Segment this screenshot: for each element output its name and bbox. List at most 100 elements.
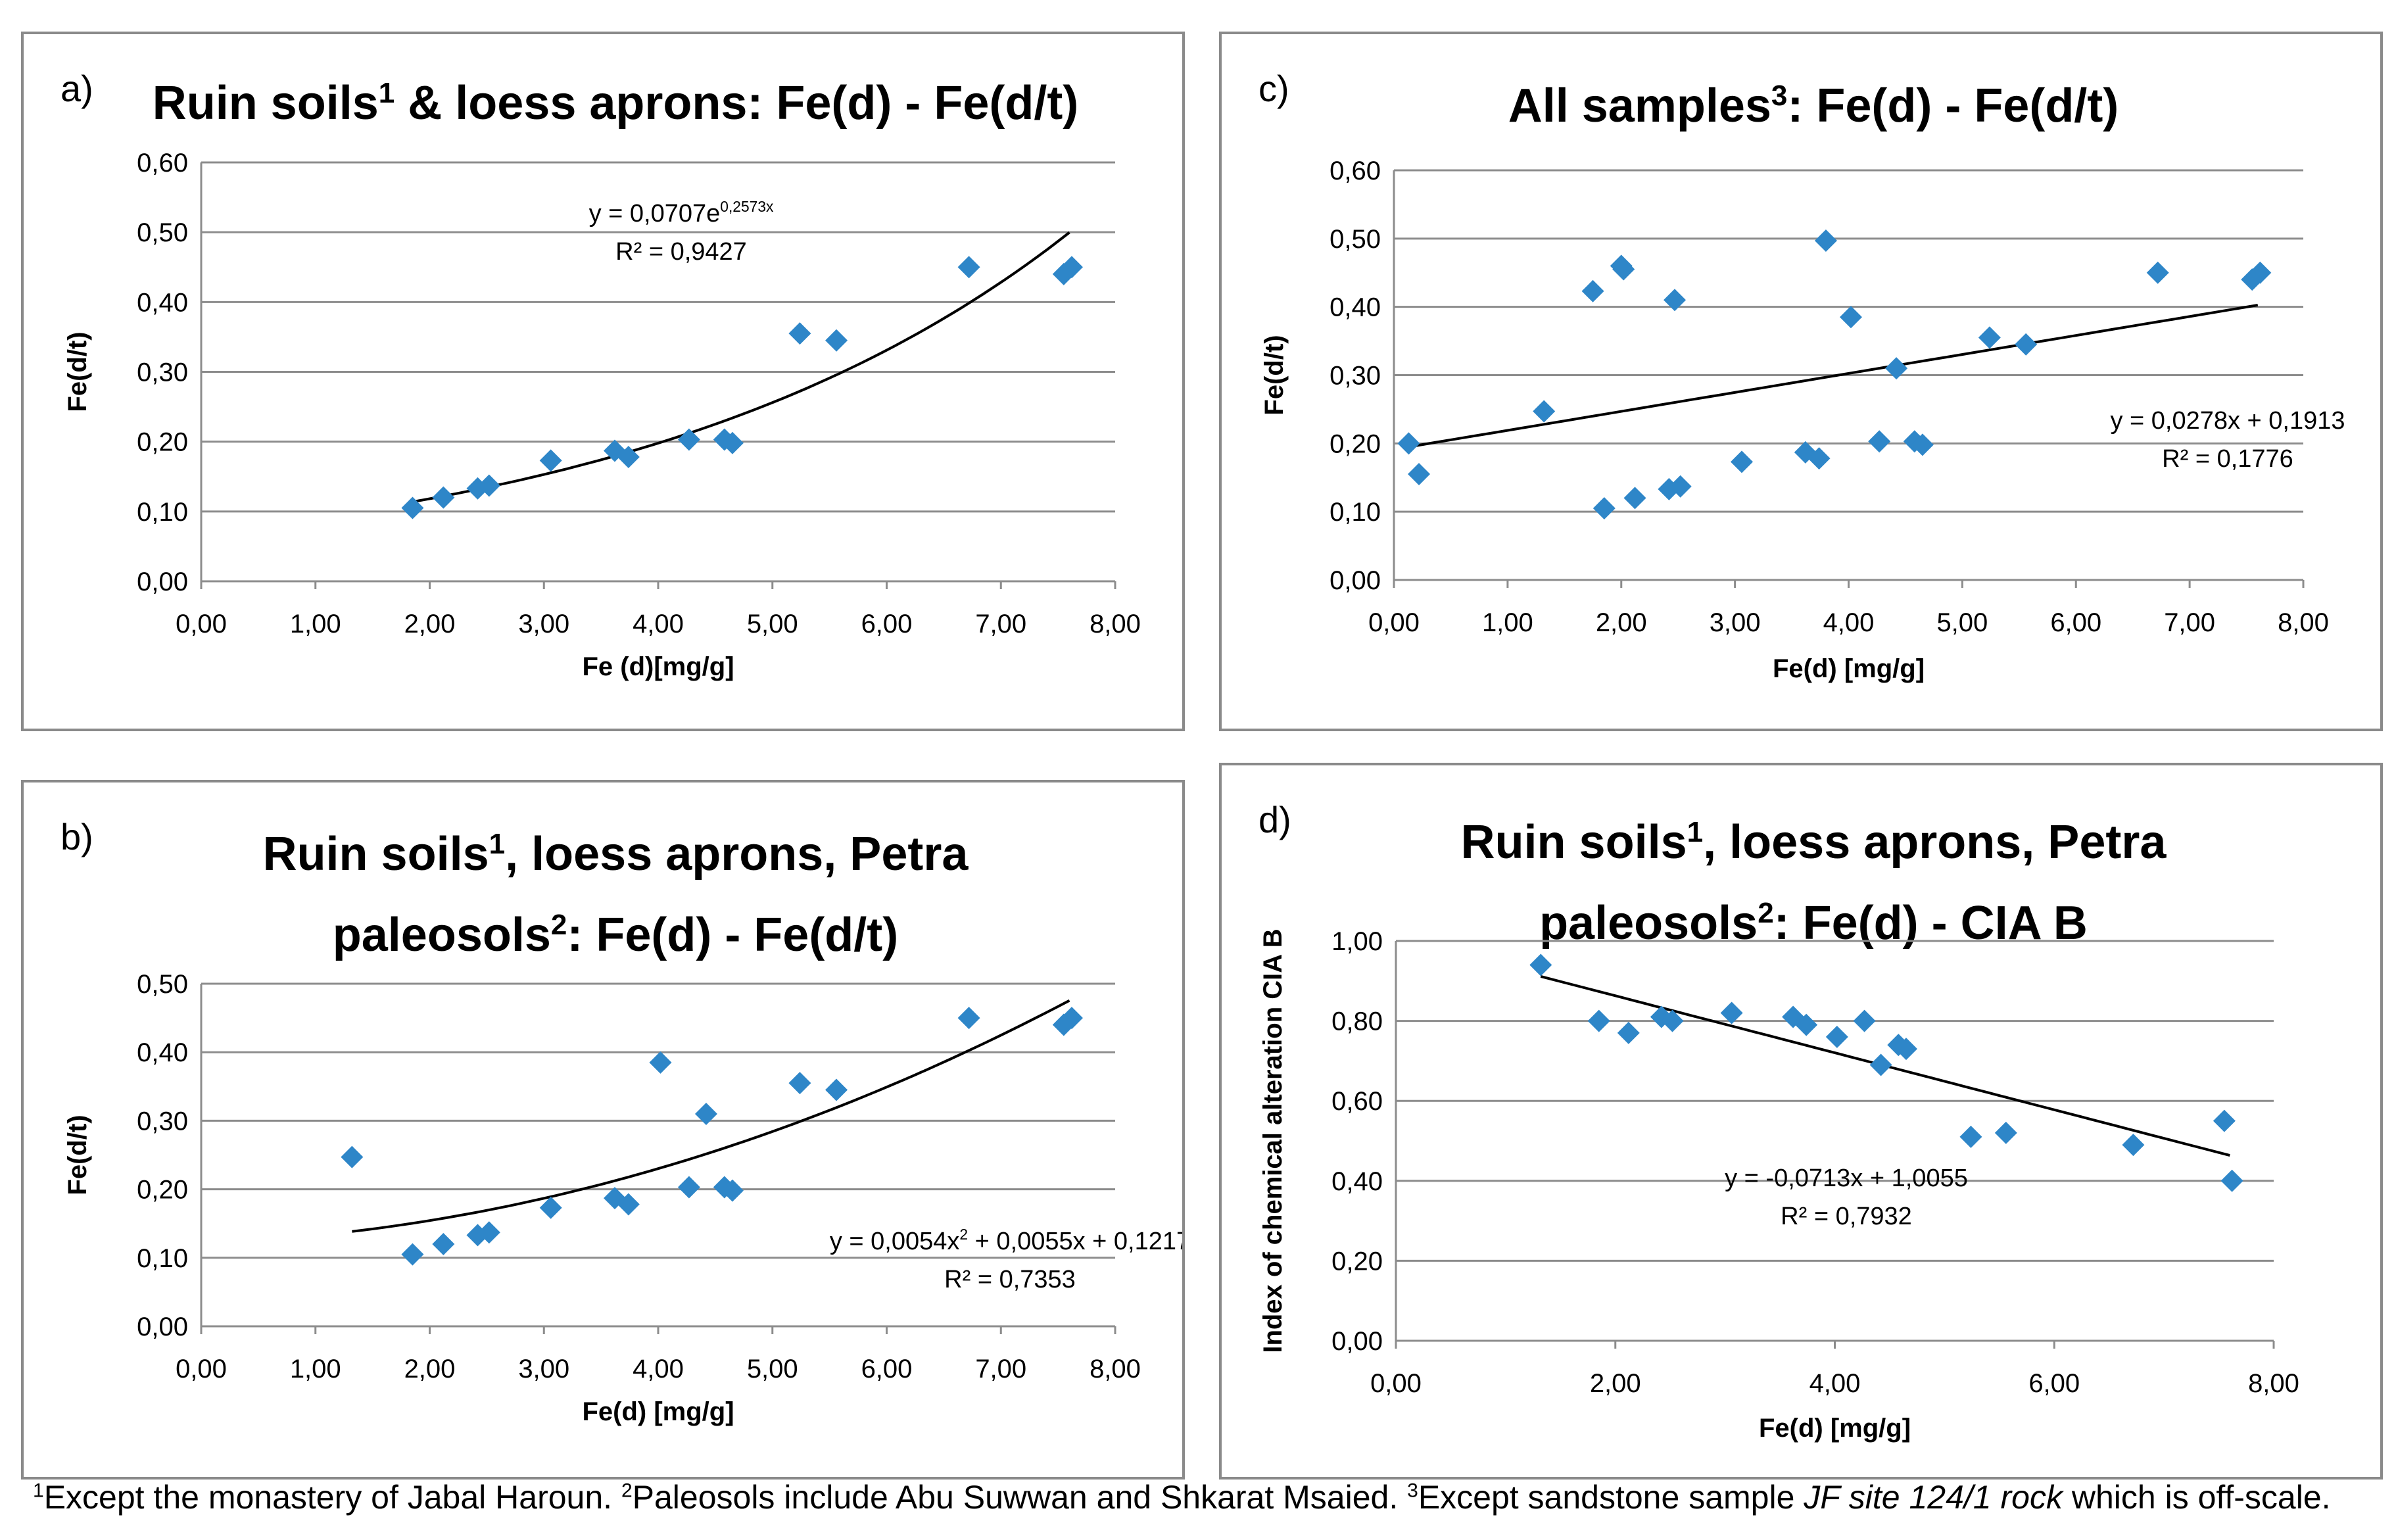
chart-title-a-part: Ruin soils bbox=[152, 77, 379, 130]
data-point bbox=[1533, 400, 1556, 423]
x-axis-label: Fe (d)[mg/g] bbox=[582, 652, 734, 681]
data-point bbox=[341, 1145, 364, 1168]
annotation-part: 0,2573x bbox=[720, 198, 774, 215]
data-point bbox=[957, 1007, 980, 1030]
chart-title-c-part: 3 bbox=[1771, 80, 1788, 112]
y-tick-label: 0,10 bbox=[137, 1244, 188, 1273]
chart-title-b-part: 2 bbox=[550, 909, 567, 941]
x-tick-label: 1,00 bbox=[290, 1355, 341, 1384]
x-tick-label: 4,00 bbox=[1809, 1369, 1861, 1398]
x-tick-label: 3,00 bbox=[1710, 608, 1761, 637]
data-point bbox=[617, 1193, 640, 1216]
data-point bbox=[649, 1051, 672, 1074]
data-point bbox=[1587, 1009, 1610, 1032]
chart-plot-c: 0,00 0,10 0,20 0,30 0,40 0,50 0,60 0,00 1,00 2,00… bbox=[1260, 156, 2345, 683]
x-tick-label: 8,00 bbox=[1090, 610, 1141, 638]
chart-title-d-part: 1 bbox=[1687, 816, 1704, 848]
trend-line bbox=[412, 231, 1070, 504]
y-tick-label: 0,20 bbox=[137, 1176, 188, 1205]
data-point bbox=[1911, 433, 1934, 456]
chart-title-line: paleosols2: Fe(d) - Fe(d/t) bbox=[129, 890, 1102, 971]
footnote-part: Except sandstone sample bbox=[1418, 1479, 1804, 1516]
data-point bbox=[1669, 475, 1692, 498]
y-tick-label: 0,00 bbox=[137, 1312, 188, 1341]
data-point bbox=[2220, 1169, 2243, 1192]
chart-title-b-part: 1 bbox=[489, 828, 506, 860]
data-point bbox=[677, 1176, 700, 1199]
trend-line bbox=[1408, 304, 2259, 448]
x-tick-label: 6,00 bbox=[2028, 1369, 2080, 1398]
x-tick-label: 5,00 bbox=[747, 610, 798, 638]
data-point bbox=[825, 329, 848, 352]
x-tick-label: 4,00 bbox=[633, 1355, 684, 1384]
y-tick-label: 0,40 bbox=[1330, 293, 1381, 322]
data-point bbox=[825, 1078, 848, 1101]
data-point bbox=[1730, 450, 1753, 473]
data-point bbox=[1529, 953, 1552, 976]
chart-plot-a: 0,00 0,10 0,20 0,30 0,40 0,50 0,60 0,00 1,00 2,00… bbox=[63, 149, 1141, 681]
x-tick-label: 5,00 bbox=[1936, 608, 1988, 637]
chart-plot-d: 0,00 0,20 0,40 0,60 0,80 1,00 0,00 2,00 4,00 6,00… bbox=[1258, 927, 2299, 1443]
data-point bbox=[401, 496, 424, 519]
y-tick-label: 0,10 bbox=[137, 498, 188, 527]
x-axis-label: Fe(d) [mg/g] bbox=[582, 1397, 734, 1426]
r-squared: R² = 0,7932 bbox=[1781, 1203, 1912, 1230]
data-point bbox=[432, 1232, 455, 1255]
y-tick-label: 0,60 bbox=[137, 149, 188, 178]
data-point bbox=[721, 1179, 744, 1202]
data-point bbox=[2122, 1134, 2145, 1157]
x-tick-label: 8,00 bbox=[1090, 1355, 1141, 1384]
footnote-part: which is off-scale. bbox=[2062, 1479, 2331, 1516]
y-tick-label: 0,30 bbox=[1330, 362, 1381, 391]
trend-equation: y = -0,0713x + 1,0055 bbox=[1725, 1165, 1968, 1192]
data-point bbox=[1869, 1053, 1892, 1076]
y-axis-label: Fe(d/t) bbox=[63, 331, 92, 412]
chart-title-c-part: : Fe(d) - Fe(d/t) bbox=[1787, 80, 2119, 132]
x-tick-label: 6,00 bbox=[2050, 608, 2101, 637]
footnote-part: Except the monastery of Jabal Haroun. bbox=[43, 1479, 621, 1516]
data-point bbox=[1808, 447, 1831, 470]
data-point bbox=[1060, 1007, 1083, 1030]
x-tick-label: 0,00 bbox=[176, 1355, 227, 1384]
y-tick-label: 0,40 bbox=[137, 288, 188, 317]
annotation-part: y = 0,0278x + 0,1913 bbox=[2110, 407, 2345, 435]
footnote-part: JF site 124/1 rock bbox=[1804, 1479, 2063, 1516]
y-axis-label: Index of chemical alteration CIA B bbox=[1258, 928, 1287, 1353]
x-tick-label: 2,00 bbox=[404, 610, 456, 638]
x-axis-label: Fe(d) [mg/g] bbox=[1759, 1414, 1911, 1443]
data-point bbox=[1994, 1121, 2017, 1144]
y-tick-label: 0,40 bbox=[137, 1038, 188, 1067]
chart-title-b-part: , loess aprons, Petra bbox=[505, 828, 969, 880]
x-tick-label: 5,00 bbox=[747, 1355, 798, 1384]
x-tick-label: 1,00 bbox=[1482, 608, 1533, 637]
data-point bbox=[1617, 1021, 1640, 1044]
x-tick-label: 8,00 bbox=[2248, 1369, 2299, 1398]
footnote-part: 3 bbox=[1407, 1480, 1418, 1502]
data-point bbox=[1839, 306, 1862, 329]
data-point bbox=[1853, 1009, 1876, 1032]
chart-title-b-part: paleosols bbox=[332, 909, 551, 961]
y-tick-label: 0,20 bbox=[1331, 1247, 1383, 1276]
data-point bbox=[1623, 487, 1646, 510]
data-point bbox=[694, 1102, 717, 1125]
x-tick-label: 1,00 bbox=[290, 610, 341, 638]
chart-panel-c: c) All samples3: Fe(d) - Fe(d/t) 0,00 0,1… bbox=[1219, 32, 2383, 731]
figure-footnote: 1Except the monastery of Jabal Haroun. 2… bbox=[33, 1478, 2331, 1516]
annotation-part: y = 0,0707e bbox=[589, 200, 721, 228]
y-tick-label: 1,00 bbox=[1331, 927, 1383, 956]
annotation-part: 2 bbox=[959, 1226, 968, 1243]
data-point bbox=[1720, 1001, 1743, 1024]
y-tick-label: 0,50 bbox=[137, 970, 188, 999]
x-tick-label: 2,00 bbox=[404, 1355, 456, 1384]
data-point bbox=[957, 256, 980, 279]
data-point bbox=[2249, 261, 2272, 284]
trend-equation: y = 0,0278x + 0,1913 bbox=[2110, 407, 2345, 435]
r-squared: R² = 0,1776 bbox=[2162, 445, 2293, 473]
y-tick-label: 0,60 bbox=[1330, 156, 1381, 185]
data-point bbox=[1903, 430, 1926, 453]
data-point bbox=[1959, 1125, 1982, 1148]
data-point bbox=[721, 431, 744, 454]
chart-panel-b: b) Ruin soils1, loess aprons, Petra paleo… bbox=[21, 780, 1185, 1480]
x-tick-label: 2,00 bbox=[1596, 608, 1647, 637]
panel-letter-a: a) bbox=[60, 68, 93, 109]
